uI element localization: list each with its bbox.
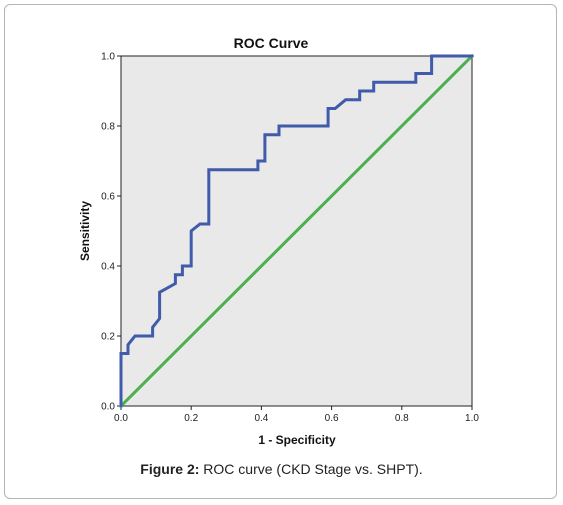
x-tick-label: 0.0: [114, 413, 128, 424]
y-tick-label: 0.8: [101, 122, 115, 133]
axis-ticks: 0.0 0.2 0.4 0.6 0.8 1.0 0.0 0.2 0.4 0.6 0.8 1.0: [101, 52, 479, 425]
x-axis-label: 1 - Specificity: [258, 433, 336, 447]
y-tick-label: 1.0: [101, 52, 115, 63]
y-axis-label: Sensitivity: [78, 201, 92, 261]
caption-label: Figure 2:: [140, 461, 200, 477]
y-tick-label: 0.4: [101, 262, 115, 273]
y-tick-label: 0.0: [101, 402, 115, 413]
x-tick-label: 1.0: [465, 413, 479, 424]
x-tick-label: 0.6: [325, 413, 339, 424]
reference-diagonal-line: [118, 53, 475, 409]
x-tick-label: 0.4: [254, 413, 268, 424]
y-tick-label: 0.6: [101, 192, 115, 203]
roc-chart: ROC Curve 0.0 0.2 0.4 0.6 0.8 1.0 0.0 0.2 0.4 0.6…: [78, 35, 479, 447]
x-tick-label: 0.2: [184, 413, 198, 424]
series-layer: [118, 53, 475, 409]
caption-text: ROC curve (CKD Stage vs. SHPT).: [199, 461, 423, 477]
figure-caption: Figure 2: ROC curve (CKD Stage vs. SHPT)…: [0, 461, 563, 477]
y-tick-label: 0.2: [101, 332, 115, 343]
chart-title: ROC Curve: [234, 35, 309, 51]
x-tick-label: 0.8: [395, 413, 409, 424]
roc-curve-line: [119, 54, 474, 408]
